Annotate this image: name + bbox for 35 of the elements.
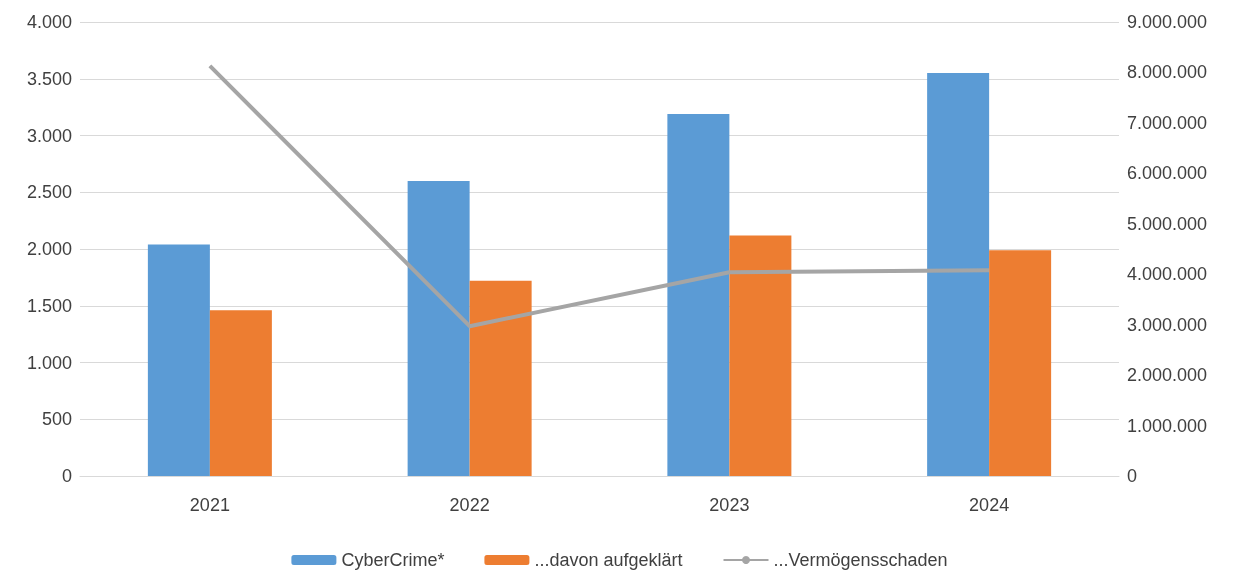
y2-tick-label: 0 <box>1127 466 1138 486</box>
y2-tick-label: 4.000.000 <box>1127 264 1208 285</box>
bar <box>729 235 792 476</box>
bar <box>469 280 532 476</box>
y-tick-label: 1.500 <box>26 295 72 316</box>
y-tick-label: 3.500 <box>26 68 72 89</box>
bar <box>667 113 730 476</box>
x-tick-label: 2022 <box>449 495 490 515</box>
y2-tick-label: 9.000.000 <box>1127 12 1208 32</box>
y2-tick-label: 5.000.000 <box>1127 213 1208 234</box>
y-tick-label: 4.000 <box>26 12 72 32</box>
y2-tick-label: 6.000.000 <box>1127 163 1208 184</box>
y2-tick-label: 2.000.000 <box>1127 365 1208 386</box>
bar <box>209 310 272 476</box>
y-tick-label: 500 <box>41 409 72 430</box>
x-tick-label: 2023 <box>709 495 750 515</box>
y2-tick-label: 8.000.000 <box>1127 62 1208 83</box>
x-tick-label: 2021 <box>189 495 230 515</box>
y-tick-label: 2.000 <box>26 239 72 259</box>
y2-tick-label: 3.000.000 <box>1127 314 1208 335</box>
legend-label: CyberCrime* <box>341 550 445 570</box>
bar <box>927 73 990 476</box>
y-tick-label: 2.500 <box>26 182 72 203</box>
line-series <box>207 63 992 329</box>
y2-tick-label: 1.000.000 <box>1127 415 1208 436</box>
x-tick-label: 2024 <box>969 495 1010 515</box>
bar <box>147 244 210 476</box>
legend-label: ...Vermögensschaden <box>773 550 948 570</box>
y-tick-label: 1.000 <box>26 352 72 373</box>
legend-label: ...davon aufgeklärt <box>534 550 683 570</box>
y-tick-label: 0 <box>61 466 72 486</box>
y2-tick-label: 7.000.000 <box>1127 112 1208 133</box>
y-tick-label: 3.000 <box>26 125 72 146</box>
bar <box>989 250 1052 476</box>
bar <box>407 180 470 476</box>
